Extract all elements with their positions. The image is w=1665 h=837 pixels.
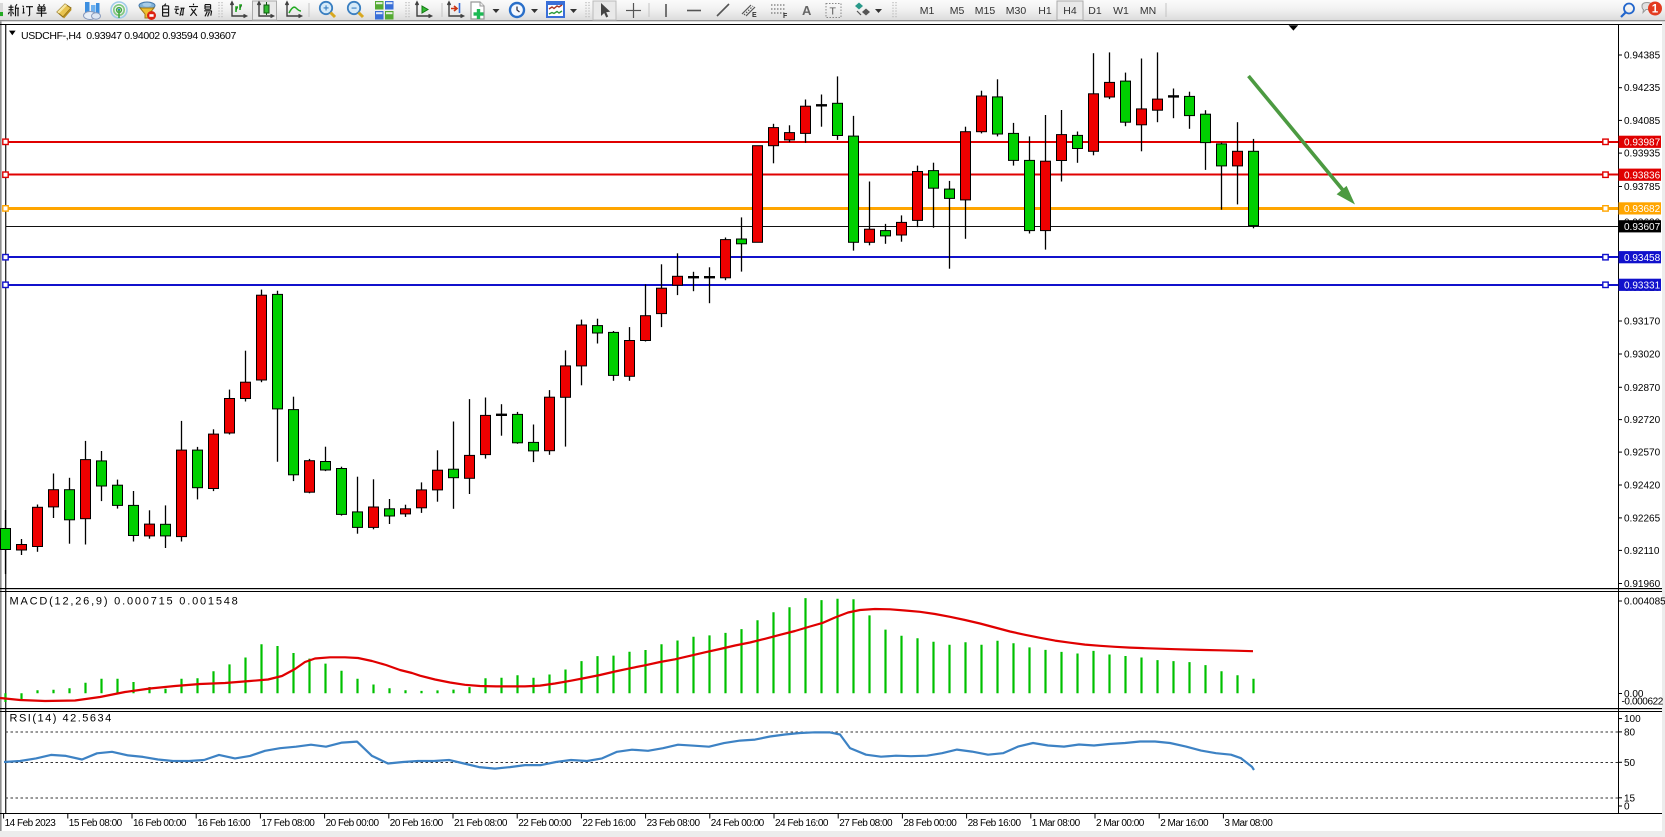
svg-text:3 Mar 08:00: 3 Mar 08:00 [1224, 818, 1273, 829]
svg-text:20 Feb 00:00: 20 Feb 00:00 [326, 818, 380, 829]
svg-text:23 Feb 08:00: 23 Feb 08:00 [647, 818, 701, 829]
svg-text:16 Feb 00:00: 16 Feb 00:00 [133, 818, 187, 829]
svg-text:0.93935: 0.93935 [1624, 149, 1661, 160]
svg-text:RSI(14) 42.5634: RSI(14) 42.5634 [10, 713, 113, 725]
svg-text:22 Feb 16:00: 22 Feb 16:00 [582, 818, 636, 829]
svg-text:0.92110: 0.92110 [1624, 546, 1660, 557]
svg-text:100: 100 [1624, 714, 1641, 725]
svg-text:MN: MN [1140, 5, 1156, 17]
svg-text:27 Feb 08:00: 27 Feb 08:00 [839, 818, 893, 829]
svg-text:2 Mar 16:00: 2 Mar 16:00 [1160, 818, 1209, 829]
svg-text:20 Feb 16:00: 20 Feb 16:00 [390, 818, 444, 829]
svg-text:0.94085: 0.94085 [1624, 116, 1661, 127]
svg-text:24 Feb 16:00: 24 Feb 16:00 [775, 818, 829, 829]
svg-text:F: F [783, 13, 788, 20]
svg-text:0.93836: 0.93836 [1624, 170, 1661, 181]
svg-text:0.93785: 0.93785 [1624, 182, 1661, 193]
svg-text:0.004085: 0.004085 [1624, 597, 1665, 608]
svg-text:1 Mar 08:00: 1 Mar 08:00 [1032, 818, 1081, 829]
svg-text:0.92265: 0.92265 [1624, 513, 1661, 524]
svg-text:1: 1 [1652, 4, 1659, 16]
svg-text:22 Feb 00:00: 22 Feb 00:00 [518, 818, 572, 829]
svg-text:0.94235: 0.94235 [1624, 83, 1661, 94]
svg-text:M15: M15 [975, 5, 996, 17]
svg-text:2 Mar 00:00: 2 Mar 00:00 [1096, 818, 1145, 829]
svg-text:28 Feb 00:00: 28 Feb 00:00 [903, 818, 957, 829]
svg-text:0.93607: 0.93607 [1624, 222, 1661, 233]
svg-text:14 Feb 2023: 14 Feb 2023 [5, 818, 57, 829]
svg-text:USDCHF-,H4 0.93947 0.94002 0.: USDCHF-,H4 0.93947 0.94002 0.93594 0.936… [21, 30, 236, 42]
svg-text:0: 0 [1624, 802, 1630, 813]
svg-text:-0.000622: -0.000622 [1622, 697, 1664, 708]
svg-text:0.92570: 0.92570 [1624, 448, 1661, 459]
svg-text:W1: W1 [1113, 5, 1129, 17]
svg-text:0.93458: 0.93458 [1624, 253, 1661, 264]
svg-text:0.92720: 0.92720 [1624, 415, 1661, 426]
svg-text:16 Feb 16:00: 16 Feb 16:00 [197, 818, 251, 829]
svg-text:H4: H4 [1063, 5, 1077, 17]
svg-text:M5: M5 [950, 5, 965, 17]
svg-text:0.94385: 0.94385 [1624, 51, 1661, 62]
svg-text:80: 80 [1624, 727, 1636, 738]
svg-text:0.93020: 0.93020 [1624, 350, 1661, 361]
svg-text:E: E [752, 12, 757, 19]
svg-text:H1: H1 [1038, 5, 1052, 17]
svg-text:0.93682: 0.93682 [1624, 204, 1661, 215]
svg-text:0.93987: 0.93987 [1624, 138, 1661, 149]
svg-text:21 Feb 08:00: 21 Feb 08:00 [454, 818, 508, 829]
svg-text:0.93331: 0.93331 [1624, 281, 1661, 292]
svg-text:0.93170: 0.93170 [1624, 317, 1661, 328]
svg-text:A: A [802, 3, 812, 18]
svg-text:+: + [323, 4, 329, 15]
svg-text:28 Feb 16:00: 28 Feb 16:00 [968, 818, 1022, 829]
svg-text:24 Feb 00:00: 24 Feb 00:00 [711, 818, 765, 829]
svg-text:M30: M30 [1006, 5, 1027, 17]
svg-text:−: − [351, 4, 357, 15]
svg-text:15 Feb 08:00: 15 Feb 08:00 [69, 818, 123, 829]
svg-text:50: 50 [1624, 758, 1636, 769]
svg-text:MACD(12,26,9) 0.000715 0.00154: MACD(12,26,9) 0.000715 0.001548 [10, 596, 240, 608]
svg-text:0.00: 0.00 [1624, 689, 1644, 700]
svg-text:0.91960: 0.91960 [1624, 579, 1661, 590]
svg-text:0.92420: 0.92420 [1624, 481, 1661, 492]
svg-text:M1: M1 [920, 5, 935, 17]
svg-text:17 Feb 08:00: 17 Feb 08:00 [261, 818, 315, 829]
svg-text:T: T [830, 6, 837, 18]
svg-text:D1: D1 [1088, 5, 1102, 17]
svg-text:15: 15 [1624, 793, 1636, 804]
svg-text:0.92870: 0.92870 [1624, 383, 1661, 394]
